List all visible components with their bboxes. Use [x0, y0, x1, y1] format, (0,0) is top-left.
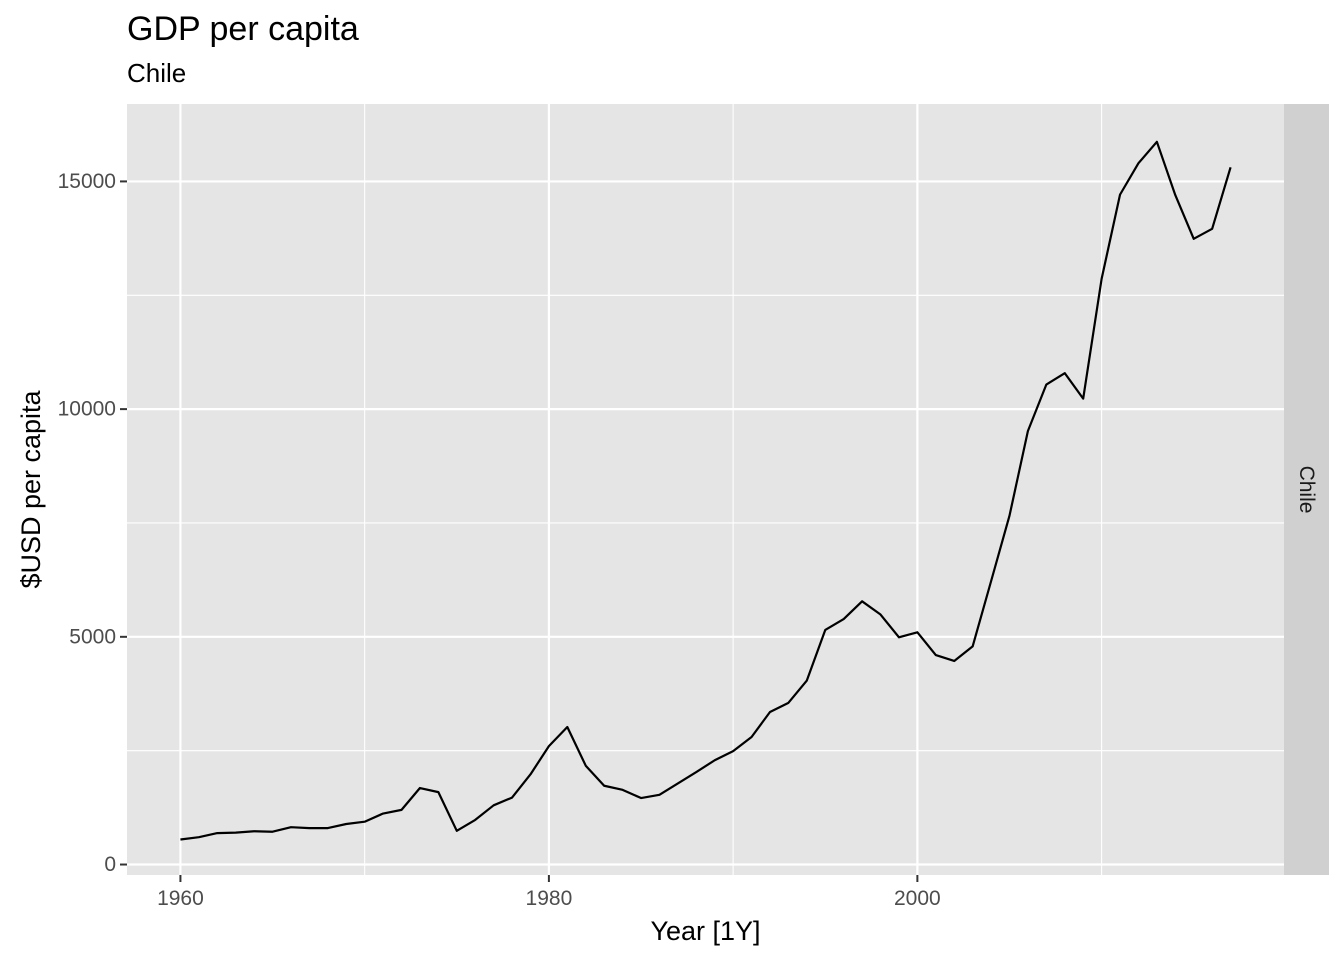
- x-tick-label: 1960: [157, 887, 204, 910]
- x-axis-title: Year [1Y]: [650, 916, 760, 946]
- y-tick-label: 0: [104, 853, 116, 876]
- y-tick-label: 15000: [58, 170, 116, 193]
- y-axis: 0 5000 10000 15000: [58, 170, 127, 876]
- x-tick-label: 2000: [894, 887, 941, 910]
- major-gridlines: [127, 104, 1284, 875]
- facet-strip: [1284, 104, 1329, 875]
- minor-gridlines: [127, 104, 1284, 875]
- y-tick-label: 10000: [58, 398, 116, 421]
- chart-title: GDP per capita: [127, 10, 359, 48]
- x-tick-label: 1980: [526, 887, 573, 910]
- x-axis: 1960 1980 2000: [157, 875, 941, 910]
- gdp-series-line: [180, 140, 1232, 841]
- y-tick-label: 5000: [69, 625, 116, 648]
- facet-strip-label: Chile: [1295, 466, 1318, 514]
- chart-subtitle: Chile: [127, 58, 186, 88]
- y-axis-title: $USD per capita: [16, 389, 46, 588]
- plot-panel: [127, 104, 1284, 875]
